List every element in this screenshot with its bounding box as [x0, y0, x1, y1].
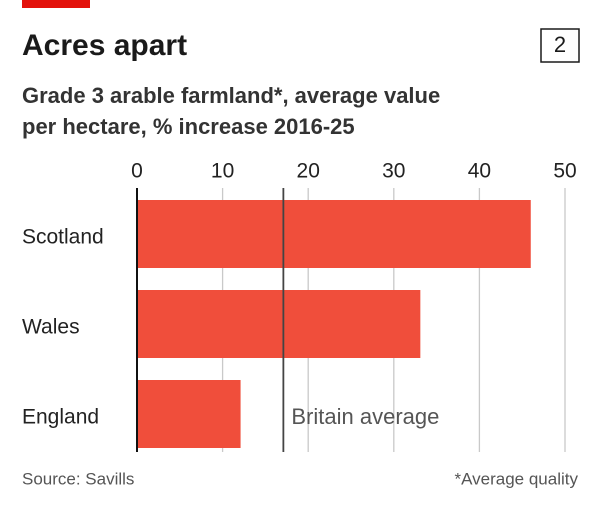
source: Source: Savills	[22, 469, 134, 488]
reference-label: Britain average	[291, 404, 439, 429]
x-tick-label: 20	[297, 160, 320, 183]
page-number: 2	[554, 32, 566, 57]
x-tick-label: 50	[553, 160, 576, 183]
subtitle: Grade 3 arable farmland*, average value	[22, 83, 440, 108]
x-tick-label: 30	[382, 160, 405, 183]
subtitle: per hectare, % increase 2016-25	[22, 114, 355, 139]
y-tick-label: Wales	[22, 316, 80, 339]
x-tick-label: 40	[468, 160, 491, 183]
y-tick-label: England	[22, 406, 99, 429]
bar	[137, 380, 241, 448]
y-tick-label: Scotland	[22, 226, 104, 249]
bar	[137, 290, 421, 358]
footnote: *Average quality	[455, 469, 579, 488]
x-tick-label: 0	[131, 160, 143, 183]
x-tick-label: 10	[211, 160, 234, 183]
page-number-box	[540, 28, 580, 63]
bar	[137, 200, 531, 268]
chart-title: Acres apart	[22, 29, 187, 62]
brand-bar	[22, 0, 90, 8]
